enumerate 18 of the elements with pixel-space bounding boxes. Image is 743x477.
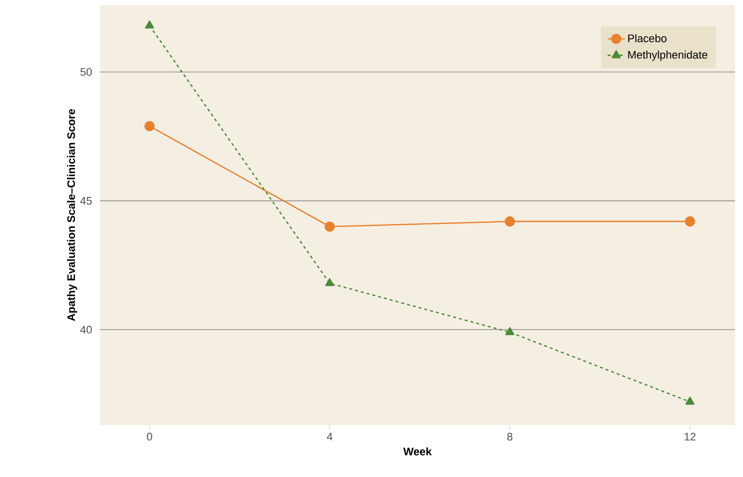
x-tick-label: 0 xyxy=(146,432,152,441)
legend-label: Methylphenidate xyxy=(628,50,708,61)
point xyxy=(685,396,695,405)
x-axis-title: Week xyxy=(403,447,432,456)
point xyxy=(325,278,334,286)
y-tick-label: 40 xyxy=(80,326,92,334)
legend-label: Placebo xyxy=(628,34,666,42)
x-tick-label: 8 xyxy=(507,432,512,441)
point xyxy=(324,221,335,232)
point xyxy=(505,327,514,336)
point xyxy=(144,120,155,132)
x-tick-label: 12 xyxy=(684,432,696,440)
y-tick-label: 50 xyxy=(80,68,92,76)
y-tick-label: 45 xyxy=(80,197,92,205)
point xyxy=(504,216,515,227)
point xyxy=(684,216,696,227)
y-axis-title: Apathy Evaluation Scale–Clinician Score xyxy=(66,109,78,322)
x-tick-label: 4 xyxy=(326,432,332,440)
